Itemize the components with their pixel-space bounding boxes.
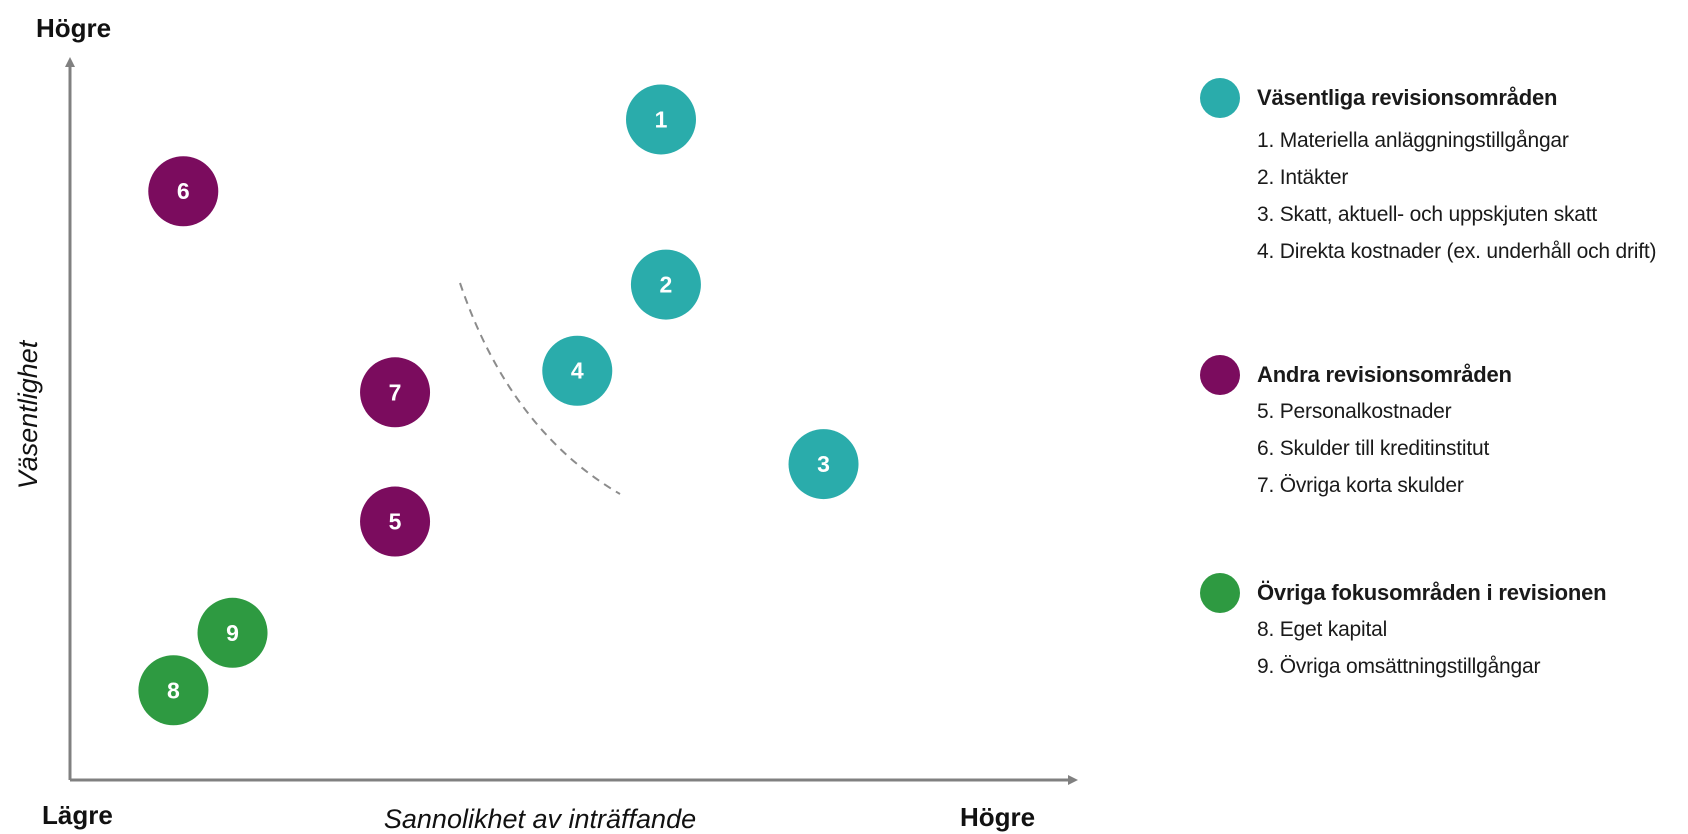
bubble-circle: [360, 486, 431, 557]
risk-divider-curve: [459, 282, 621, 495]
legend-item: 3. Skatt, aktuell- och uppskjuten skatt: [1257, 203, 1598, 226]
bubble-circle: [542, 335, 613, 406]
bubble-point-4: 4: [542, 335, 613, 406]
bubble-point-1: 1: [626, 84, 696, 155]
y-axis-title: Väsentlighet: [13, 339, 43, 489]
legend-item: 6. Skulder till kreditinstitut: [1257, 437, 1490, 460]
y-axis-high-label: Högre: [36, 13, 111, 43]
bubble-circle: [148, 156, 219, 227]
bubble-circle: [788, 429, 859, 500]
legend-group-title: Väsentliga revisionsområden: [1257, 85, 1558, 110]
legend-group-key-areas: Väsentliga revisionsområden 1. Materiell…: [1200, 78, 1680, 270]
x-axis-title: Sannolikhet av inträffande: [384, 804, 696, 834]
legend: Väsentliga revisionsområden 1. Materiell…: [1200, 0, 1680, 834]
legend-item: 5. Personalkostnader: [1257, 400, 1452, 423]
bubble-point-9: 9: [197, 597, 268, 668]
bubble-label: 1: [655, 106, 668, 132]
bubble-point-5: 5: [360, 486, 431, 557]
bubble-point-6: 6: [148, 156, 219, 227]
x-axis-high-label: Högre: [960, 802, 1035, 832]
legend-item: 2. Intäkter: [1257, 166, 1349, 189]
legend-swatch: [1200, 78, 1240, 118]
legend-group-title: Andra revisionsområden: [1257, 362, 1512, 387]
bubble-label: 4: [571, 358, 584, 384]
bubble-circle: [630, 249, 701, 320]
bubble-circle: [360, 357, 431, 428]
bubble-label: 8: [167, 677, 180, 703]
bubble-label: 3: [817, 451, 830, 477]
bubble-circle: [197, 597, 268, 668]
legend-group-focus-areas: Övriga fokusområden i revisionen 8. Eget…: [1200, 573, 1680, 685]
risk-matrix-chart: Högre Lägre Högre Sannolikhet av inträff…: [13, 13, 1078, 834]
legend-swatch: [1200, 573, 1240, 613]
bubble-point-8: 8: [138, 655, 209, 726]
bubble-point-2: 2: [630, 249, 701, 320]
legend-group-other-areas: Andra revisionsområden 5. Personalkostna…: [1200, 355, 1680, 504]
bubble-label: 5: [389, 509, 402, 535]
legend-group-title: Övriga fokusområden i revisionen: [1257, 580, 1607, 605]
bubble-point-7: 7: [360, 357, 431, 428]
bubble-label: 9: [226, 620, 239, 646]
legend-item: 9. Övriga omsättningstillgångar: [1257, 655, 1541, 678]
bubble-label: 6: [177, 178, 190, 204]
bubble-circle: [626, 84, 696, 155]
bubble-series: 1 2 3 4 5 6 7 8 9: [138, 84, 859, 726]
legend-item: 4. Direkta kostnader (ex. underhåll och …: [1257, 240, 1657, 263]
legend-item: 1. Materiella anläggningstillgångar: [1257, 129, 1569, 152]
bubble-circle: [138, 655, 209, 726]
legend-item: 7. Övriga korta skulder: [1257, 474, 1464, 497]
x-axis-low-label: Lägre: [42, 800, 113, 830]
bubble-label: 2: [660, 272, 673, 298]
legend-item: 8. Eget kapital: [1257, 618, 1388, 641]
bubble-label: 7: [389, 379, 402, 405]
legend-swatch: [1200, 355, 1240, 395]
bubble-point-3: 3: [788, 429, 859, 500]
